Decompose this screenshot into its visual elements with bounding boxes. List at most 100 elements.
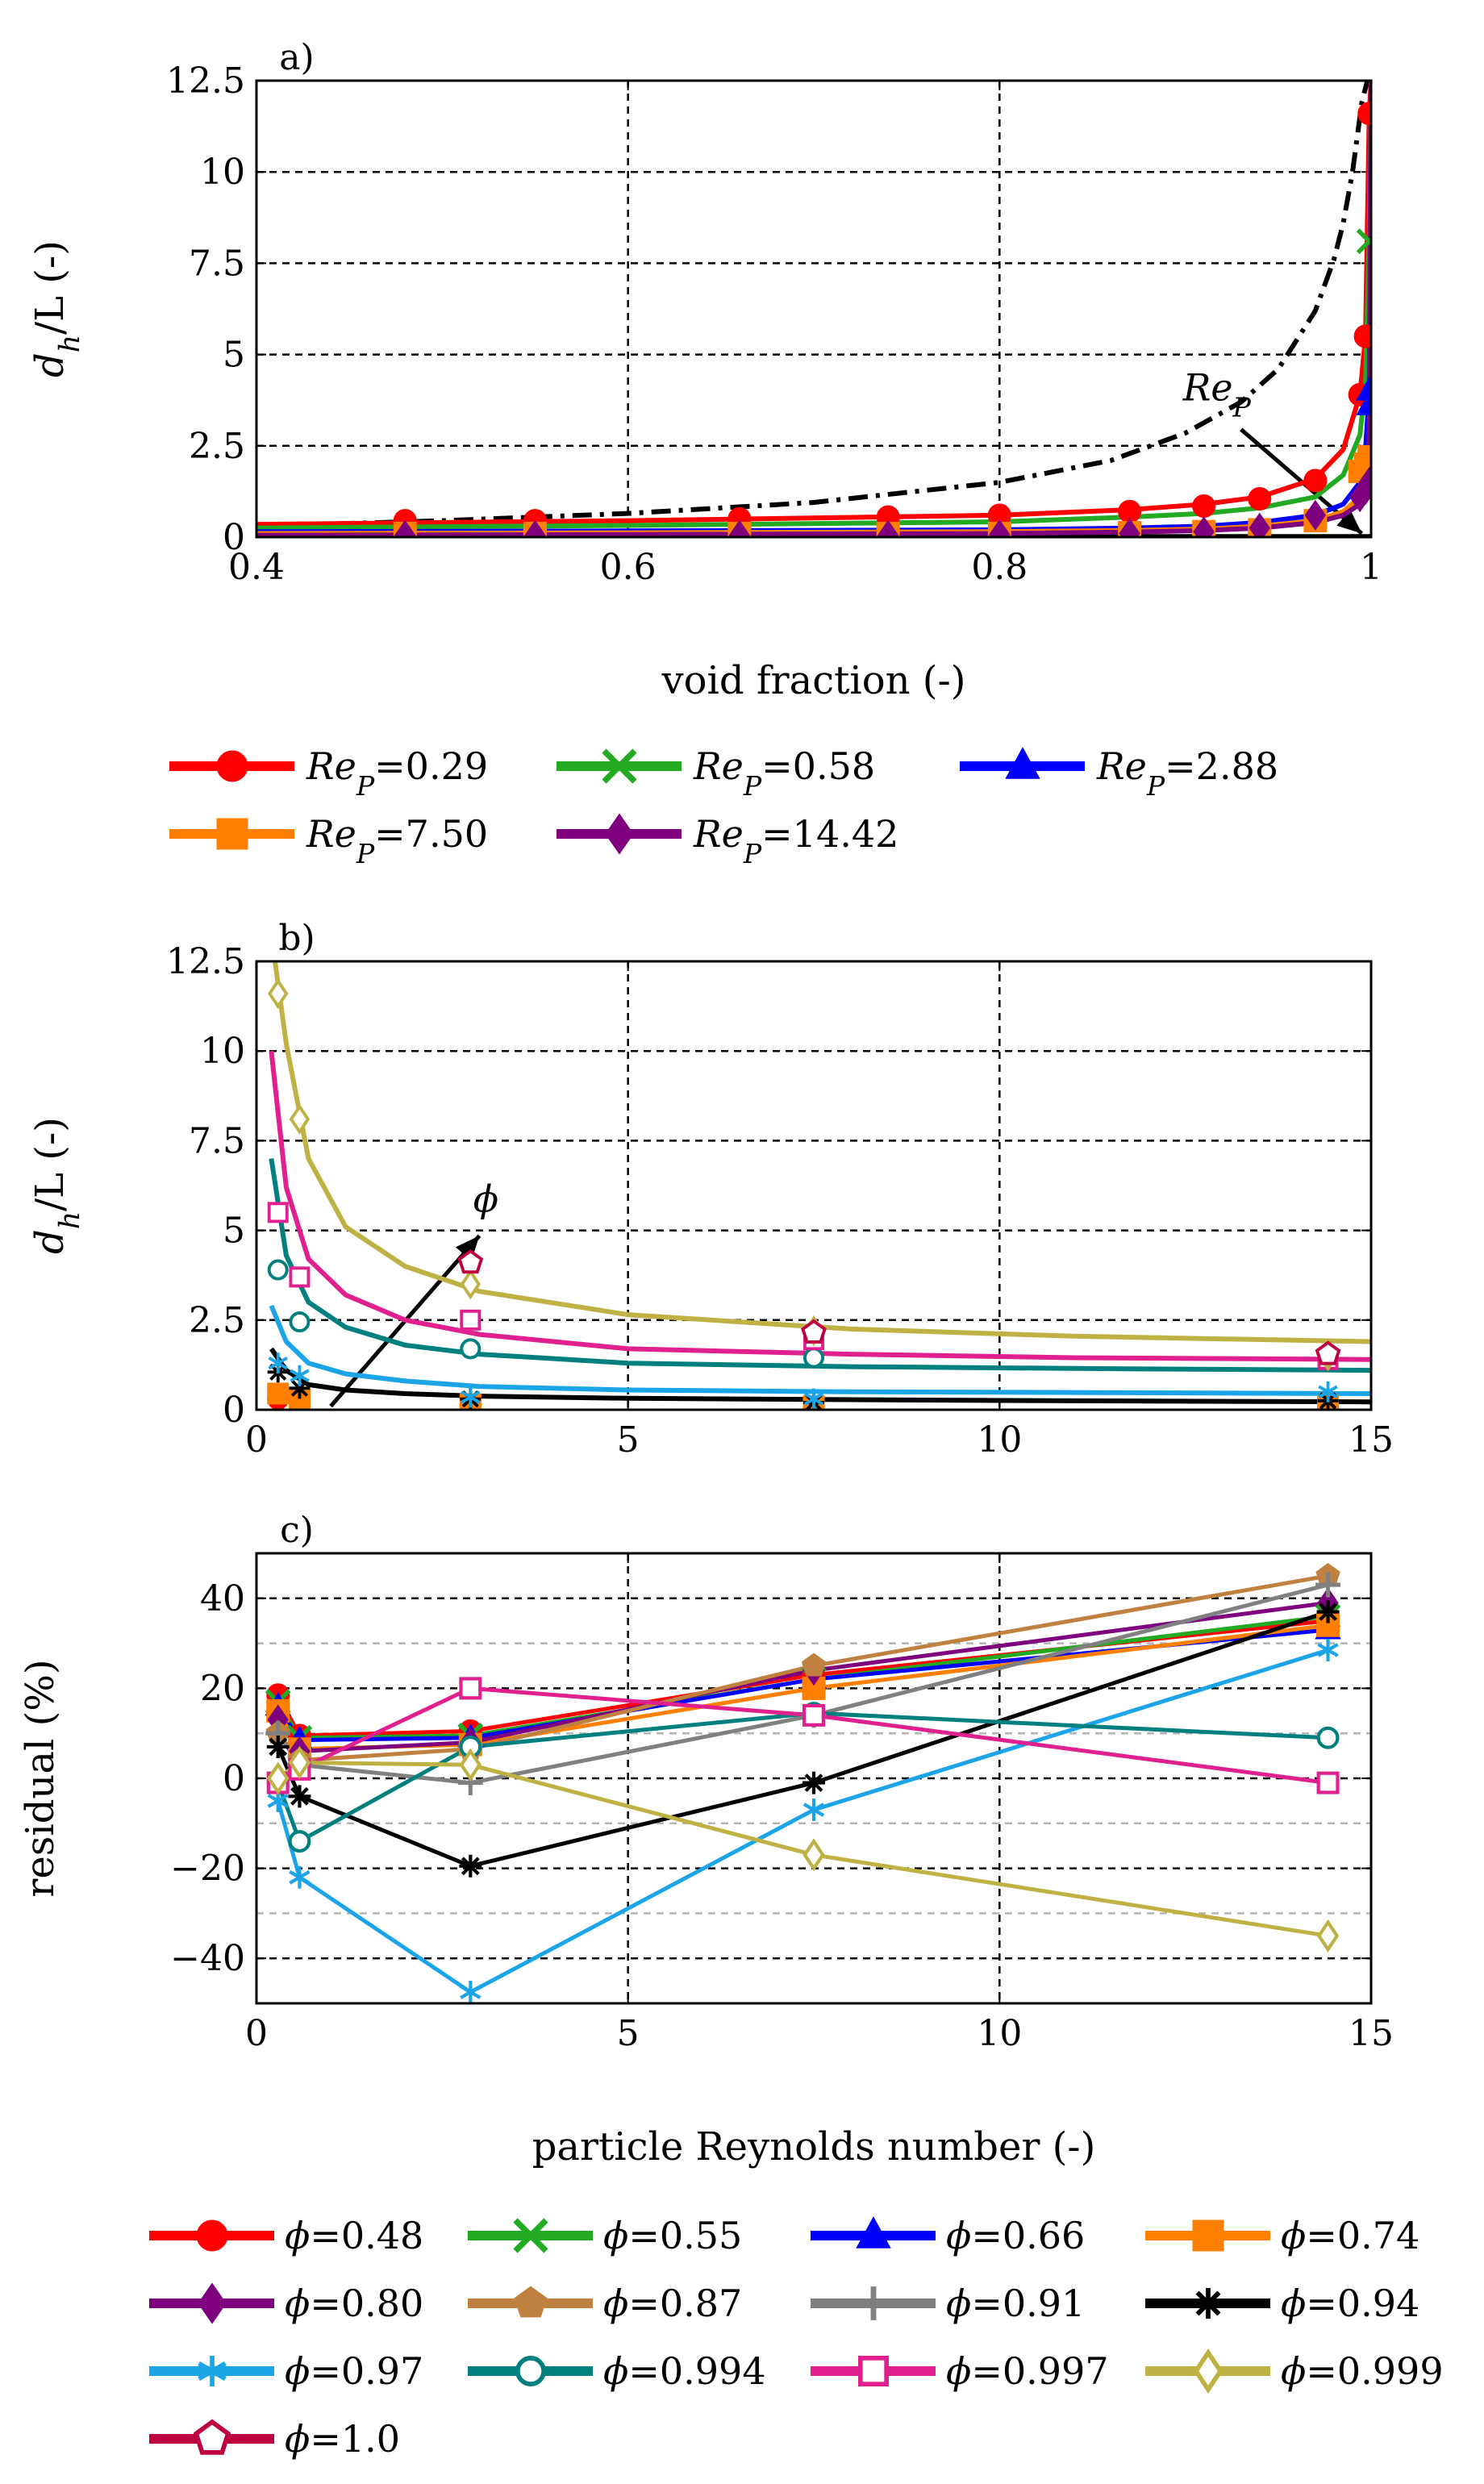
x-tick-label: 10 <box>977 2013 1022 2054</box>
data-point-0.999 <box>460 1269 481 1300</box>
legend-marker <box>514 2286 548 2318</box>
legend-c: ϕ=0.48 ϕ=0.55 ϕ=0.66 ϕ=0.74 ϕ=0.80 ϕ=0.87 ϕ=0.… <box>149 2214 1444 2461</box>
annotation-label: ϕ <box>473 1177 498 1220</box>
x-tick-label: 15 <box>1349 2013 1394 2054</box>
x-tick-label: 5 <box>617 2013 640 2054</box>
legend-marker <box>198 2356 227 2386</box>
panel-label: a) <box>279 37 314 78</box>
data-point-0.97 <box>289 1865 311 1889</box>
data-point-0.994 <box>460 1338 481 1360</box>
axes-b: 0 5 10 15 0 2.5 5 7.5 10 12.5 b) ϕ <box>166 918 1394 1461</box>
data-point-0.29 <box>1357 102 1371 126</box>
data-point-1.0 <box>801 1319 827 1344</box>
y-tick-label: −40 <box>170 1938 245 1979</box>
legend-label: ReP=14.42 <box>693 812 898 869</box>
data-point-0.999 <box>802 1838 825 1872</box>
data-point-14.42 <box>524 519 546 537</box>
series-line-14.42 <box>256 81 1371 537</box>
legend-label: ϕ=0.74 <box>1281 2214 1419 2257</box>
legend-marker <box>1193 2349 1223 2394</box>
data-point-7.50 <box>1357 444 1371 469</box>
y-axis-label-a: dh/L (-) <box>27 240 86 377</box>
series-line-0.999 <box>277 1760 1328 1938</box>
plot-area-b <box>267 961 1371 1410</box>
x-axis-label-c: particle Reynolds number (-) <box>532 2124 1096 2169</box>
legend-label: ReP=7.50 <box>306 812 488 869</box>
data-point-0.29 <box>1303 469 1328 493</box>
legend-marker <box>1192 2219 1224 2252</box>
series-line-7.50 <box>256 81 1371 536</box>
panel-label: c) <box>280 1510 314 1551</box>
data-point-0.994 <box>267 1259 289 1281</box>
data-point-0.997 <box>289 1266 311 1288</box>
data-point-0.994 <box>288 1830 311 1853</box>
x-tick-label: 0 <box>245 1419 268 1461</box>
y-axis-label-b: dh/L (-) <box>27 1117 86 1254</box>
legend-label: ϕ=0.48 <box>285 2214 423 2257</box>
legend-marker <box>513 2218 548 2253</box>
legend-marker <box>1005 747 1040 779</box>
frame-a <box>255 79 1373 539</box>
y-tick-label: 20 <box>200 1668 245 1709</box>
y-tick-label: 7.5 <box>189 243 245 284</box>
y-tick-label: 10 <box>200 1031 245 1072</box>
data-point-0.997 <box>459 1677 482 1700</box>
legend-label: ReP=0.58 <box>693 744 875 802</box>
data-point-0.97 <box>1318 1381 1338 1402</box>
axes-c: 0 5 10 15 −40 −20 0 20 40 c) <box>170 1510 1394 2054</box>
data-point-0.58 <box>1356 228 1371 255</box>
legend-label: ReP=0.29 <box>306 744 488 802</box>
annotation-arrow-head <box>1336 510 1362 534</box>
legend-label: ReP=2.88 <box>1096 744 1278 802</box>
data-point-1.0 <box>457 1248 484 1274</box>
y-tick-label: 40 <box>200 1578 245 1619</box>
annotation-label: ReP <box>1182 365 1252 423</box>
x-tick-label: 10 <box>977 1419 1022 1461</box>
data-point-0.997 <box>460 1309 481 1331</box>
data-point-0.94 <box>1316 1600 1340 1623</box>
y-tick-label: 7.5 <box>189 1120 245 1161</box>
legend-label: ϕ=1.0 <box>285 2417 400 2461</box>
data-point-14.42 <box>728 519 751 537</box>
y-tick-label: 2.5 <box>189 426 245 467</box>
legend-label: ϕ=0.91 <box>946 2282 1085 2325</box>
legend-label: ϕ=0.994 <box>603 2349 766 2393</box>
data-point-0.994 <box>803 1347 825 1369</box>
data-point-0.999 <box>1316 1919 1340 1953</box>
legend-marker <box>193 2419 231 2455</box>
x-tick-label: 0.6 <box>600 547 657 588</box>
legend-marker <box>515 2356 546 2387</box>
legend-label: ϕ=0.80 <box>285 2282 423 2325</box>
series-line-0.97 <box>276 1648 1329 1995</box>
data-point-0.97 <box>268 1352 288 1374</box>
data-point-2.88 <box>1356 391 1371 415</box>
data-point-0.97 <box>1317 1638 1339 1661</box>
series-line-0.999 <box>273 961 1371 1344</box>
data-point-0.94 <box>802 1771 825 1794</box>
data-point-14.42 <box>394 519 416 537</box>
legend-marker <box>216 818 248 850</box>
y-tick-label: 5 <box>223 335 245 376</box>
legend-marker <box>856 2216 891 2249</box>
y-tick-label: 12.5 <box>166 60 245 102</box>
data-point-0.91 <box>1315 1572 1340 1598</box>
legend-marker <box>857 2356 889 2387</box>
y-tick-label: 0 <box>223 517 245 558</box>
series-line-0.97 <box>269 1304 1371 1396</box>
x-tick-label: 0.4 <box>228 547 285 588</box>
data-point-14.42 <box>1193 516 1215 537</box>
data-point-0.94 <box>289 1377 311 1399</box>
legend-label: ϕ=0.97 <box>285 2349 423 2393</box>
data-point-14.42 <box>877 519 899 537</box>
annotation-arrow-head <box>455 1236 480 1261</box>
legend-label: ϕ=0.55 <box>603 2214 742 2257</box>
legend-marker <box>605 813 634 855</box>
data-point-14.42 <box>1119 518 1140 537</box>
data-point-0.29 <box>1248 486 1272 511</box>
legend-label: ϕ=0.999 <box>1281 2349 1444 2393</box>
data-point-0.87 <box>801 1653 827 1677</box>
data-point-14.42 <box>1248 512 1271 537</box>
series-line-0.997 <box>269 1050 1371 1362</box>
